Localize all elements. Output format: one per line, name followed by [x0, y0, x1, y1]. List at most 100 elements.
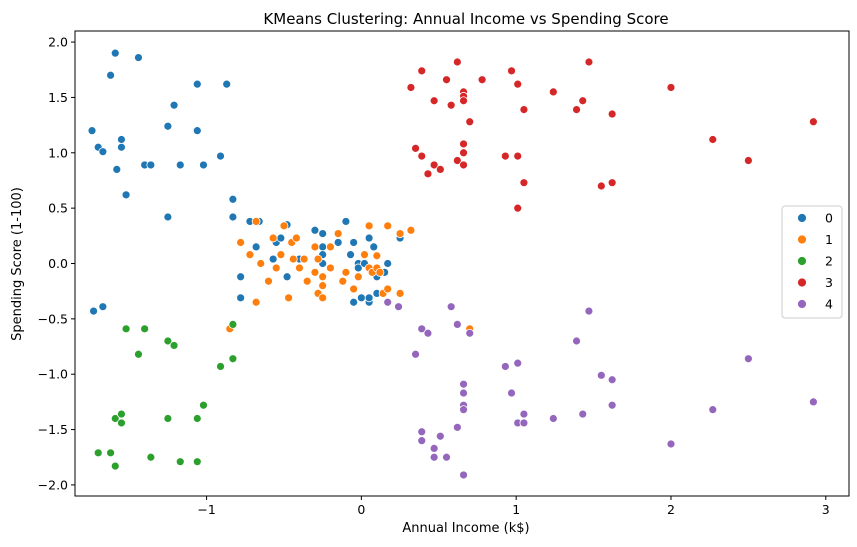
- data-point: [459, 379, 468, 389]
- data-point: [146, 160, 156, 170]
- data-point: [435, 164, 445, 174]
- x-tick-label: −1: [197, 502, 215, 517]
- data-point: [429, 96, 439, 106]
- data-point: [578, 96, 588, 106]
- data-point: [353, 263, 363, 273]
- data-point: [607, 375, 617, 385]
- data-point: [596, 181, 606, 191]
- data-point: [375, 267, 385, 277]
- data-point: [452, 422, 462, 432]
- data-point: [446, 302, 456, 312]
- data-point: [429, 452, 439, 462]
- data-point: [313, 254, 323, 264]
- data-point: [192, 414, 202, 423]
- y-axis: −2.0 −1.5 −1.0 −0.5 0.0 0.5 1.0 1.5 2.0: [38, 35, 75, 492]
- data-point: [548, 87, 558, 97]
- data-point: [98, 147, 108, 157]
- x-axis-label: Annual Income (k$): [402, 521, 529, 536]
- legend-label: 0: [825, 211, 833, 226]
- legend-label: 4: [825, 297, 833, 312]
- data-point: [318, 293, 328, 303]
- legend-marker: [797, 277, 807, 288]
- y-tick-label: −1.5: [38, 422, 68, 437]
- data-point: [452, 319, 462, 329]
- data-point: [299, 254, 309, 264]
- data-point: [383, 259, 393, 268]
- data-point: [465, 117, 475, 127]
- data-point: [110, 414, 120, 423]
- data-point: [192, 126, 202, 136]
- data-point: [106, 70, 116, 80]
- data-point: [276, 233, 286, 243]
- data-point: [519, 178, 529, 188]
- data-point: [500, 362, 510, 371]
- data-point: [282, 272, 292, 282]
- data-point: [364, 233, 374, 243]
- data-point: [513, 203, 523, 213]
- data-point: [117, 142, 126, 152]
- data-point: [228, 354, 238, 364]
- data-point: [251, 297, 261, 307]
- y-tick-label: −2.0: [38, 477, 68, 492]
- data-point: [134, 53, 143, 62]
- data-point: [364, 221, 374, 231]
- data-point: [251, 217, 261, 226]
- data-point: [417, 427, 427, 437]
- data-point: [372, 251, 382, 261]
- data-point: [369, 242, 379, 252]
- data-point: [548, 414, 558, 423]
- data-point: [578, 409, 588, 419]
- data-point: [808, 117, 818, 127]
- data-point: [507, 388, 516, 398]
- data-point: [236, 272, 246, 282]
- data-point: [216, 151, 225, 161]
- data-point: [383, 221, 393, 231]
- y-tick-label: −0.5: [38, 311, 68, 326]
- legend-marker: [797, 299, 807, 309]
- data-point: [87, 126, 97, 136]
- data-point: [93, 448, 103, 458]
- data-point: [519, 409, 529, 419]
- data-point: [199, 400, 208, 410]
- x-tick-label: 3: [822, 502, 830, 517]
- data-point: [163, 212, 173, 222]
- data-point: [607, 400, 617, 410]
- data-point: [110, 48, 120, 58]
- data-point: [360, 250, 369, 260]
- data-point: [395, 229, 405, 239]
- data-point: [607, 178, 617, 188]
- legend-marker: [797, 213, 807, 223]
- legend-label: 1: [825, 232, 833, 247]
- data-point: [459, 160, 468, 170]
- data-point: [117, 135, 126, 144]
- x-tick-label: 0: [357, 502, 365, 517]
- data-point: [383, 297, 393, 307]
- data-point: [276, 250, 286, 260]
- data-point: [513, 79, 523, 89]
- data-point: [121, 190, 131, 200]
- data-point: [284, 293, 294, 303]
- y-tick-label: 2.0: [48, 35, 68, 50]
- data-point: [192, 79, 202, 89]
- data-point: [98, 302, 108, 312]
- data-point: [264, 276, 273, 286]
- data-point: [169, 341, 179, 350]
- data-point: [708, 405, 718, 415]
- data-point: [364, 293, 374, 303]
- data-point: [192, 457, 202, 467]
- data-point: [106, 448, 116, 458]
- data-point: [423, 169, 433, 179]
- data-point: [341, 267, 351, 277]
- data-point: [459, 388, 468, 398]
- data-point: [310, 225, 320, 235]
- data-point: [429, 160, 439, 170]
- data-point: [708, 135, 718, 144]
- data-point: [442, 452, 451, 462]
- data-point: [584, 306, 594, 316]
- legend-marker: [797, 234, 807, 245]
- data-point: [228, 212, 238, 222]
- data-point: [310, 242, 320, 252]
- data-point: [222, 79, 232, 89]
- data-point: [349, 238, 359, 247]
